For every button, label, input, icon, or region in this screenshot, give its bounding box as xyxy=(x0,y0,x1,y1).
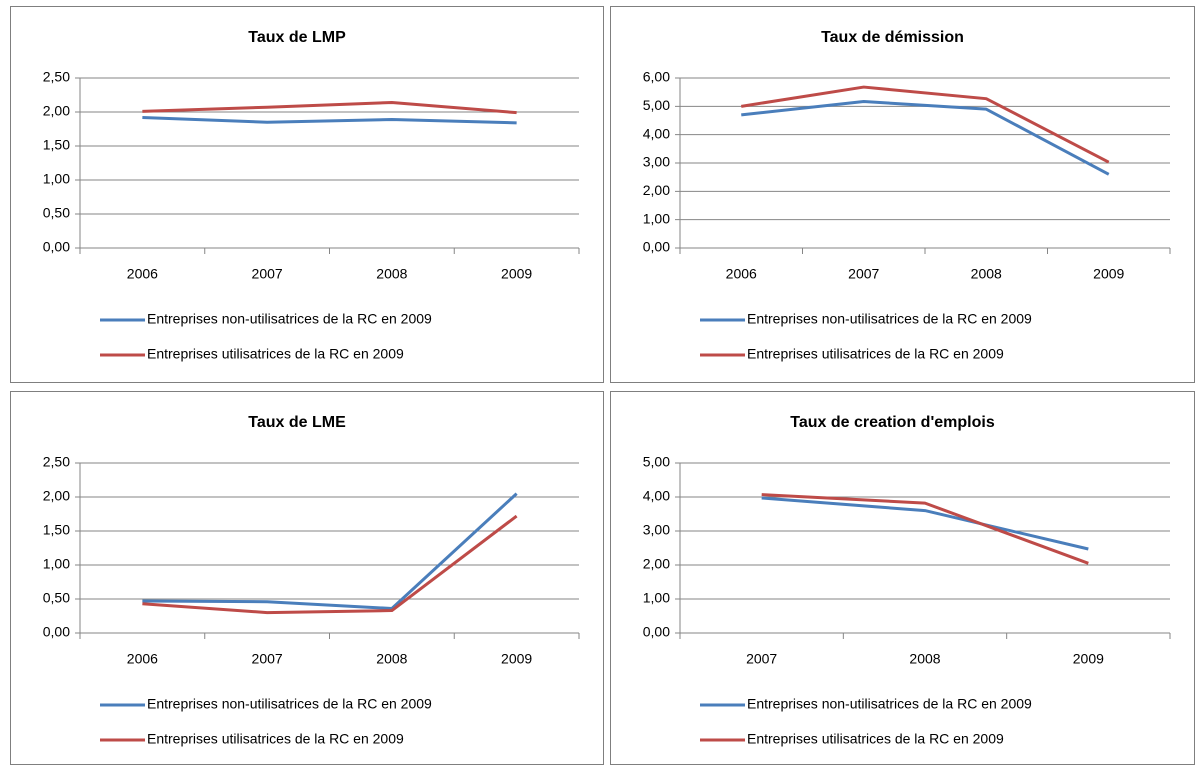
y-tick-label: 5,00 xyxy=(643,454,670,470)
legend-label: Entreprises utilisatrices de la RC en 20… xyxy=(147,731,404,747)
x-tick-label: 2007 xyxy=(746,651,777,667)
chart-title: Taux de LME xyxy=(248,414,346,431)
x-tick-label: 2009 xyxy=(501,651,532,667)
legend-label: Entreprises non-utilisatrices de la RC e… xyxy=(747,311,1032,327)
x-tick-label: 2006 xyxy=(127,266,158,282)
y-tick-label: 2,50 xyxy=(43,69,70,85)
y-tick-label: 1,00 xyxy=(43,171,70,187)
y-tick-label: 1,00 xyxy=(43,556,70,572)
y-tick-label: 2,00 xyxy=(43,488,70,504)
legend-label: Entreprises non-utilisatrices de la RC e… xyxy=(147,311,432,327)
y-tick-label: 2,50 xyxy=(43,454,70,470)
y-tick-label: 2,00 xyxy=(643,182,670,198)
series-line xyxy=(741,100,1110,176)
legend-label: Entreprises utilisatrices de la RC en 20… xyxy=(747,346,1004,362)
legend-label: Entreprises non-utilisatrices de la RC e… xyxy=(147,696,432,712)
series-line xyxy=(142,100,517,115)
series-line xyxy=(142,115,517,125)
y-tick-label: 1,00 xyxy=(643,210,670,226)
y-tick-label: 0,00 xyxy=(643,239,670,255)
series-line xyxy=(142,514,518,615)
chart-title: Taux de démission xyxy=(821,29,964,46)
series-line xyxy=(741,85,1110,164)
x-tick-label: 2007 xyxy=(252,651,283,667)
legend-label: Entreprises utilisatrices de la RC en 20… xyxy=(147,346,404,362)
y-tick-label: 0,00 xyxy=(643,624,670,640)
chart-panel: Taux de LME 0,00 0,50 1,00 1,50 2,00 2,50 2006 2… xyxy=(10,391,604,765)
y-tick-label: 1,50 xyxy=(43,137,70,153)
y-tick-label: 2,00 xyxy=(643,556,670,572)
x-tick-label: 2009 xyxy=(1093,266,1124,282)
legend-label: Entreprises utilisatrices de la RC en 20… xyxy=(747,731,1004,747)
legend-label: Entreprises non-utilisatrices de la RC e… xyxy=(747,696,1032,712)
y-tick-label: 3,00 xyxy=(643,154,670,170)
y-tick-label: 0,50 xyxy=(43,590,70,606)
y-tick-label: 2,00 xyxy=(43,103,70,119)
chart-title: Taux de creation d'emplois xyxy=(790,414,995,431)
panel-frame xyxy=(610,391,1195,765)
y-tick-label: 0,00 xyxy=(43,624,70,640)
x-tick-label: 2008 xyxy=(909,651,940,667)
series-line xyxy=(142,492,518,611)
x-tick-label: 2008 xyxy=(971,266,1002,282)
x-tick-label: 2009 xyxy=(1073,651,1104,667)
x-tick-label: 2008 xyxy=(376,266,407,282)
x-tick-label: 2008 xyxy=(376,651,407,667)
y-tick-label: 1,50 xyxy=(43,522,70,538)
chart-panel: Taux de creation d'emplois 0,00 1,00 2,00 3,… xyxy=(610,391,1195,765)
y-tick-label: 6,00 xyxy=(643,69,670,85)
y-tick-label: 3,00 xyxy=(643,522,670,538)
y-tick-label: 0,00 xyxy=(43,239,70,255)
series-line xyxy=(761,496,1089,551)
y-tick-label: 1,00 xyxy=(643,590,670,606)
x-tick-label: 2006 xyxy=(127,651,158,667)
x-tick-label: 2007 xyxy=(848,266,879,282)
y-tick-label: 4,00 xyxy=(643,125,670,141)
y-tick-label: 0,50 xyxy=(43,205,70,221)
y-tick-label: 4,00 xyxy=(643,488,670,504)
panel-frame xyxy=(10,391,604,765)
chart-panel: Taux de LMP 0,00 0,50 1,00 1,50 2,00 2,50 2006 2… xyxy=(10,6,604,383)
x-tick-label: 2007 xyxy=(252,266,283,282)
series-line xyxy=(761,493,1089,565)
x-tick-label: 2009 xyxy=(501,266,532,282)
y-tick-label: 5,00 xyxy=(643,97,670,113)
x-tick-label: 2006 xyxy=(726,266,757,282)
chart-title: Taux de LMP xyxy=(248,29,346,46)
chart-panel: Taux de démission 0,00 1,00 2,00 3,00 4,00 5,0… xyxy=(610,6,1195,383)
